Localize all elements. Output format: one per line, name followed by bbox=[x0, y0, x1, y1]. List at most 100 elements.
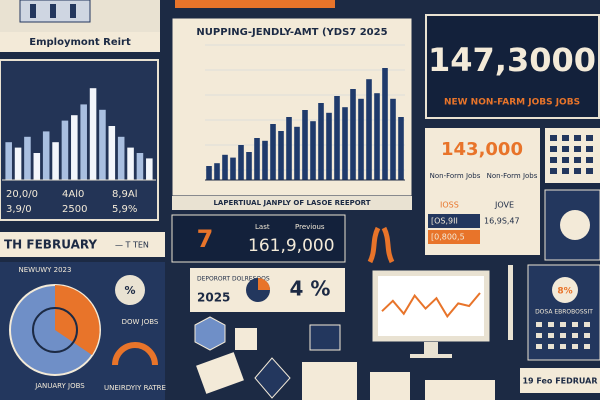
bar bbox=[334, 96, 340, 180]
bar bbox=[350, 89, 356, 180]
comparison-number: 7 bbox=[197, 225, 214, 253]
jobs-cell: [OS,9II bbox=[431, 217, 458, 226]
headline-label: NEW NON-FARM JOBS JOBS bbox=[444, 98, 580, 108]
bar bbox=[61, 120, 69, 180]
building-window bbox=[30, 4, 36, 18]
header-title: Employmont Reirt bbox=[29, 37, 131, 48]
icon-circle bbox=[560, 210, 590, 240]
left-label: 8,9Al bbox=[112, 189, 138, 200]
percent-icon bbox=[115, 275, 145, 305]
icon-panel bbox=[544, 189, 600, 261]
calendar-grid bbox=[550, 135, 593, 174]
comparison-value: 161,9,000 bbox=[248, 236, 335, 256]
bar bbox=[278, 131, 284, 180]
monitor-chart bbox=[381, 292, 481, 319]
bar bbox=[342, 107, 348, 180]
calendar-cell bbox=[562, 135, 569, 141]
left-chart-panel bbox=[0, 59, 159, 221]
left-label: 2500 bbox=[62, 204, 87, 215]
bar bbox=[318, 103, 324, 180]
report-pie-slice bbox=[258, 278, 270, 290]
report-year: 2025 bbox=[197, 291, 230, 305]
pie-slice bbox=[55, 285, 100, 355]
building-window bbox=[70, 4, 76, 18]
jobs-cell: [0,800,5 bbox=[431, 233, 465, 242]
calendar-cell bbox=[562, 157, 569, 163]
doc-icon bbox=[302, 362, 357, 400]
bar bbox=[206, 166, 212, 180]
bars-icon bbox=[309, 324, 341, 351]
bar bbox=[80, 104, 87, 180]
jobs-cell-bg bbox=[428, 230, 480, 244]
footer-strip bbox=[520, 368, 600, 393]
percent-icon-text: % bbox=[124, 284, 135, 297]
report-percent: 4 % bbox=[290, 277, 331, 301]
comparison-previous: Previous bbox=[295, 223, 325, 231]
calendar-cell bbox=[574, 135, 581, 141]
calendar-cell bbox=[574, 157, 581, 163]
bar bbox=[146, 158, 153, 180]
bar bbox=[108, 126, 116, 180]
bar bbox=[262, 140, 268, 180]
bar bbox=[52, 142, 59, 180]
left-label: 5,9% bbox=[112, 204, 137, 215]
bar bbox=[374, 93, 380, 180]
bar bbox=[5, 142, 12, 180]
bar bbox=[310, 121, 316, 180]
calendar-cell bbox=[562, 168, 569, 174]
bar bbox=[390, 98, 396, 180]
center-caption: LAPERTIUAL JANPLY OF LASOE REEPORT bbox=[213, 199, 370, 207]
center-bars bbox=[205, 44, 405, 180]
monitor-base bbox=[410, 354, 452, 358]
bar bbox=[42, 131, 50, 180]
monitor-line bbox=[381, 292, 481, 319]
bar bbox=[238, 145, 244, 180]
bar bbox=[358, 98, 364, 180]
left-label: 4Al0 bbox=[62, 189, 84, 200]
hex-icon bbox=[194, 316, 226, 351]
left-bars bbox=[5, 88, 153, 180]
calendar-cell bbox=[586, 135, 593, 141]
headline-panel bbox=[425, 14, 600, 119]
calendar-cell bbox=[550, 146, 557, 152]
left-label: 3,9/0 bbox=[6, 204, 32, 215]
bar bbox=[117, 136, 125, 180]
side-dot bbox=[536, 333, 542, 338]
diamond-icon bbox=[254, 357, 291, 399]
side-dots bbox=[536, 322, 590, 349]
comparison-last: Last bbox=[255, 223, 270, 231]
calendar-cell bbox=[574, 146, 581, 152]
bar bbox=[398, 117, 404, 180]
bar bbox=[382, 68, 388, 180]
pen-icon bbox=[508, 265, 513, 340]
jobs-cell: JOVE bbox=[494, 201, 514, 210]
center-chart-title: NUPPING-JENDLY-AMT (YDS7 2025 bbox=[196, 27, 387, 38]
bar bbox=[14, 147, 22, 180]
bar bbox=[24, 136, 31, 180]
left-label: 20,0/0 bbox=[6, 189, 38, 200]
side-dot bbox=[560, 333, 566, 338]
calendar-cell bbox=[550, 168, 557, 174]
bar bbox=[214, 163, 220, 180]
bar bbox=[254, 138, 260, 180]
side-dot bbox=[548, 344, 554, 349]
side-dot bbox=[572, 344, 578, 349]
side-dot bbox=[584, 333, 590, 338]
side-circle bbox=[552, 277, 578, 303]
jobs-cell: 16,9S,47 bbox=[484, 217, 520, 226]
center-chart-panel bbox=[171, 17, 413, 197]
side-dot bbox=[548, 333, 554, 338]
calendar-cell bbox=[586, 157, 593, 163]
bar bbox=[366, 79, 372, 180]
ribbon bbox=[367, 226, 395, 264]
footer-label: 19 Feo FEDRUAR bbox=[522, 377, 597, 386]
bar bbox=[230, 157, 236, 180]
february-strip bbox=[0, 232, 165, 257]
side-dot bbox=[584, 344, 590, 349]
headline-value: 147,3000 bbox=[428, 41, 596, 79]
pie-right: DOW JOBS bbox=[122, 318, 159, 326]
side-percent: 8% bbox=[557, 287, 572, 297]
side-dot bbox=[572, 322, 578, 327]
bar bbox=[33, 153, 41, 180]
